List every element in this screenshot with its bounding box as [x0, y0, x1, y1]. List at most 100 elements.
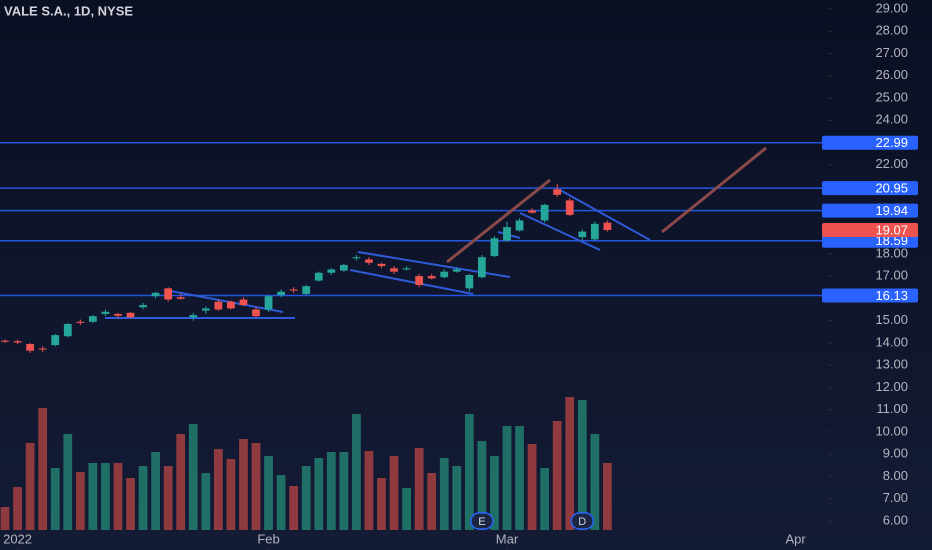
y-tick-label: 10.00 [875, 423, 908, 438]
volume-bar [151, 452, 161, 530]
volume-bar [138, 466, 148, 530]
candle-body [227, 301, 235, 309]
y-tick-label: 9.00 [883, 446, 908, 461]
volume-bar [88, 463, 98, 530]
candle-body [339, 264, 348, 271]
candle-body [38, 348, 47, 350]
y-tick-label: 7.00 [883, 490, 908, 505]
y-tick-label: 15.00 [875, 312, 908, 327]
candle-body [164, 288, 173, 300]
volume-bar [427, 473, 437, 530]
level-label-box [822, 233, 918, 248]
y-tick-label: 11.00 [876, 401, 908, 416]
x-tick-label: Mar [496, 531, 519, 546]
volume-bar [38, 408, 48, 530]
chart-title: VALE S.A., 1D, NYSE [4, 3, 133, 18]
volume-bar [439, 458, 449, 530]
level-label-box [822, 203, 918, 218]
candle-body [540, 204, 549, 221]
volume-bar [126, 478, 135, 530]
candle-body [440, 271, 449, 278]
candle-body [515, 220, 524, 231]
volume-bar [75, 472, 85, 530]
volume-bar [0, 507, 10, 530]
candle-body [427, 276, 436, 279]
candle-body [201, 308, 210, 311]
volume-bar [301, 466, 311, 530]
candle-body [1, 340, 9, 342]
candle-body [63, 323, 72, 337]
candle-body [352, 257, 361, 259]
y-tick-label: 27.00 [875, 45, 908, 60]
volume-bar [213, 449, 223, 530]
volume-bar [264, 456, 273, 530]
volume-bar [389, 456, 399, 530]
candle-body [402, 268, 411, 270]
candle-body [76, 321, 85, 323]
candle-body [578, 231, 587, 238]
volume-bar [377, 478, 386, 530]
y-tick-label: 8.00 [883, 468, 908, 483]
level-label: 19.94 [875, 203, 908, 218]
volume-bar [352, 414, 361, 530]
candle-body [239, 299, 248, 306]
candle-body [327, 269, 336, 273]
x-tick-label: 2022 [3, 531, 32, 546]
current-price-box [822, 223, 918, 238]
y-tick-label: 18.00 [875, 245, 908, 260]
level-label-box [822, 288, 918, 303]
volume-bar [464, 414, 474, 530]
volume-bar [414, 448, 424, 530]
candle-body [465, 275, 474, 289]
y-tick-label: 14.00 [875, 334, 908, 349]
candle-body [478, 257, 486, 278]
candle-body [51, 335, 60, 346]
x-tick-label: Feb [257, 531, 279, 546]
candle-body [151, 292, 160, 297]
candle-body [452, 269, 461, 272]
event-label: D [578, 516, 586, 528]
candle-body [565, 200, 574, 215]
candle-body [214, 301, 223, 310]
volume-bar [602, 463, 612, 530]
y-tick-label: 28.00 [875, 23, 908, 38]
y-tick-label: 12.00 [875, 379, 908, 394]
level-label-box [822, 181, 918, 196]
volume-bar [176, 434, 186, 530]
current-price-label: 19.07 [875, 222, 908, 237]
event-marker [570, 512, 595, 530]
volume-bar [289, 486, 299, 530]
candle-body [114, 313, 122, 316]
volume-bar [540, 468, 550, 530]
trend-line [446, 178, 551, 264]
volume-bar [339, 452, 349, 530]
volume-bar [402, 488, 411, 530]
volume-bar [577, 400, 587, 530]
level-label: 20.95 [875, 181, 908, 196]
candle-body [189, 315, 198, 318]
y-tick-label: 25.00 [875, 89, 908, 104]
candle-body [13, 341, 22, 343]
volume-bar [590, 434, 600, 530]
event-marker [470, 512, 494, 530]
candle-body [390, 268, 398, 272]
volume-bar [251, 443, 261, 530]
x-tick-label: Apr [786, 531, 807, 546]
y-tick-label: 17.00 [875, 268, 908, 283]
volume-bar [50, 468, 60, 530]
candle-body [126, 312, 135, 318]
volume-bar [552, 421, 562, 530]
candle-body [365, 259, 373, 263]
y-tick-label: 29.00 [875, 0, 908, 15]
y-tick-label: 26.00 [875, 67, 908, 82]
y-tick-label: 22.00 [875, 156, 908, 171]
volume-bar [314, 458, 324, 530]
candle-body [490, 238, 499, 257]
volume-bar [163, 466, 173, 530]
volume-bar [452, 466, 462, 530]
volume-bar [101, 463, 110, 530]
candle-body [503, 227, 511, 241]
volume-bar [188, 424, 198, 530]
